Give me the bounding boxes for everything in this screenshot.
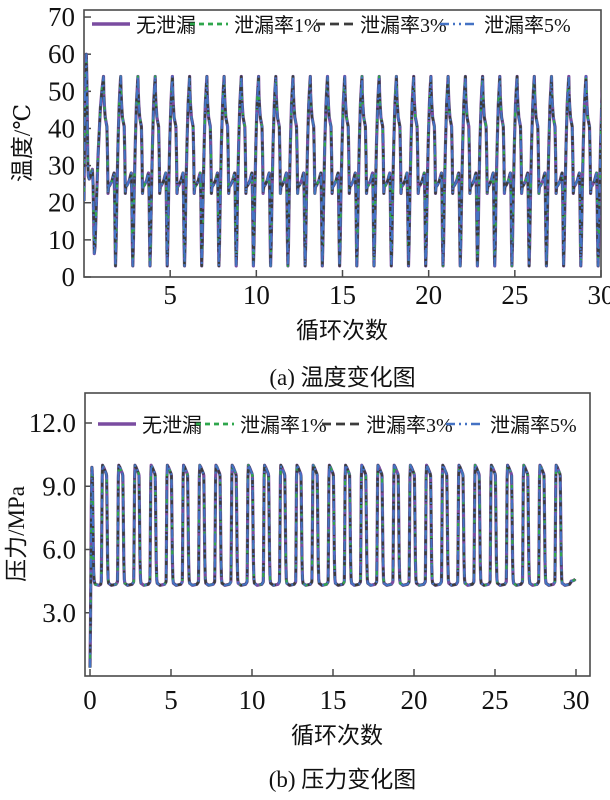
legend-label-leak-3pct: 泄漏率3% bbox=[360, 14, 447, 37]
series-line-leak-5pct bbox=[89, 464, 577, 668]
legend-label-leak-1pct: 泄漏率1% bbox=[234, 14, 321, 37]
x-tick-label: 20 bbox=[401, 685, 428, 715]
legend-item-no-leak: 无泄漏 bbox=[92, 14, 196, 37]
legend-item-leak-1pct: 泄漏率1% bbox=[190, 14, 321, 37]
x-tick-label: 30 bbox=[563, 685, 590, 715]
y-axis-label: 温度/℃ bbox=[10, 104, 35, 182]
x-tick-label: 15 bbox=[320, 685, 347, 715]
y-tick-label: 9.0 bbox=[42, 471, 76, 501]
y-tick-label: 50 bbox=[48, 76, 75, 106]
x-tick-label: 0 bbox=[83, 685, 97, 715]
legend-item-leak-3pct: 泄漏率3% bbox=[322, 414, 453, 437]
x-axis-label: 循环次数 bbox=[296, 318, 388, 343]
y-tick-label: 10 bbox=[48, 225, 75, 255]
plot-border bbox=[84, 392, 591, 677]
series-line-leak-5pct bbox=[84, 53, 601, 267]
legend-item-leak-5pct: 泄漏率5% bbox=[440, 14, 571, 37]
y-tick-label: 30 bbox=[48, 151, 75, 181]
legend-item-no-leak: 无泄漏 bbox=[98, 414, 202, 437]
x-tick-label: 20 bbox=[415, 280, 442, 310]
y-tick-label: 0 bbox=[62, 262, 76, 292]
x-tick-label: 10 bbox=[243, 280, 270, 310]
legend-label-leak-1pct: 泄漏率1% bbox=[240, 414, 327, 437]
x-tick-label: 25 bbox=[501, 280, 528, 310]
x-tick-label: 5 bbox=[164, 685, 178, 715]
series-line-leak-3pct bbox=[84, 53, 601, 268]
y-tick-label: 70 bbox=[48, 2, 75, 32]
series-line-leak-1pct bbox=[88, 463, 577, 668]
legend-label-no-leak: 无泄漏 bbox=[142, 414, 202, 437]
legend-item-leak-5pct: 泄漏率5% bbox=[446, 414, 577, 437]
caption-pressure: (b) 压力变化图 bbox=[268, 767, 417, 792]
legend-label-no-leak: 无泄漏 bbox=[136, 14, 196, 37]
y-tick-label: 40 bbox=[48, 113, 75, 143]
x-tick-label: 10 bbox=[239, 685, 266, 715]
legend-item-leak-3pct: 泄漏率3% bbox=[316, 14, 447, 37]
legend-item-leak-1pct: 泄漏率1% bbox=[196, 414, 327, 437]
x-axis-label: 循环次数 bbox=[291, 723, 383, 748]
y-tick-label: 6.0 bbox=[42, 535, 76, 565]
x-tick-label: 15 bbox=[329, 280, 356, 310]
x-tick-label: 5 bbox=[163, 280, 177, 310]
y-axis-label: 压力/MPa bbox=[4, 486, 29, 582]
temperature-chart: 0 10 20 30 40 50 60 70 5 10 15 20 25 30 循环次数 温度/℃ 无泄漏 泄漏率… bbox=[10, 2, 610, 343]
legend-label-leak-5pct: 泄漏率5% bbox=[484, 14, 571, 37]
y-tick-label: 20 bbox=[48, 188, 75, 218]
y-tick-label: 60 bbox=[48, 39, 75, 69]
pressure-chart: 3.0 6.0 9.0 12.0 0 5 10 15 20 25 30 循环次数 压力/MPa 无泄漏 泄漏… bbox=[4, 392, 591, 748]
y-tick-label: 12.0 bbox=[29, 408, 76, 438]
legend-label-leak-5pct: 泄漏率5% bbox=[490, 414, 577, 437]
x-tick-label: 30 bbox=[587, 280, 610, 310]
x-tick-label: 25 bbox=[482, 685, 509, 715]
y-tick-label: 3.0 bbox=[42, 598, 76, 628]
legend-label-leak-3pct: 泄漏率3% bbox=[366, 414, 453, 437]
caption-temperature: (a) 温度变化图 bbox=[269, 365, 416, 390]
